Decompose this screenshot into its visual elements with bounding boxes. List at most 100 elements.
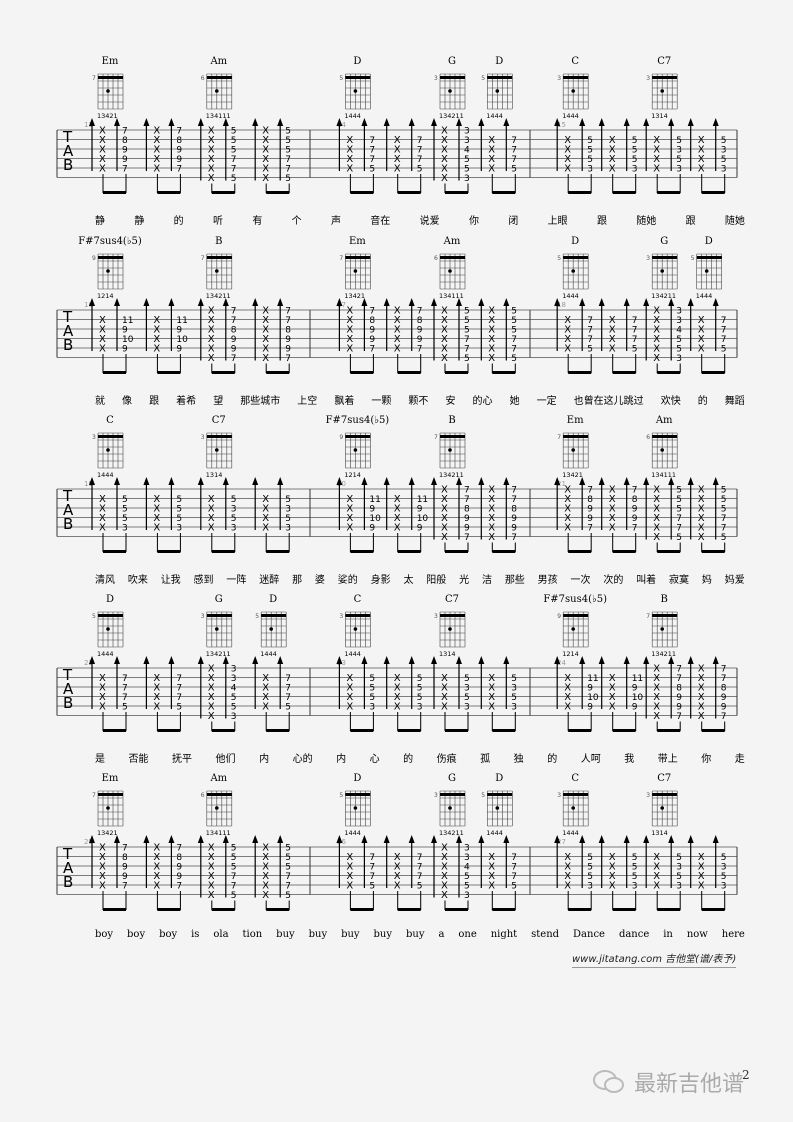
fret-number: 9 (122, 326, 128, 336)
lyric-word: tion (242, 929, 263, 940)
up-arrow-icon (408, 118, 415, 126)
muted-note: X (564, 702, 571, 713)
fret-number: 7 (417, 146, 423, 156)
muted-note: X (99, 154, 106, 165)
muted-note: X (394, 164, 401, 175)
chord-name: Em (349, 236, 366, 247)
diagram-fingering: 13421 (344, 292, 365, 300)
diagram-fret-number: 3 (646, 75, 650, 82)
fret-number: 7 (464, 533, 470, 543)
muted-note: X (346, 513, 353, 524)
beam-stem (567, 174, 592, 193)
muted-note: X (208, 334, 215, 345)
muted-note: X (564, 315, 571, 326)
fret-number: 9 (231, 345, 237, 355)
muted-note: X (609, 881, 616, 892)
up-arrow-icon (114, 835, 121, 843)
muted-note: X (441, 692, 448, 703)
fret-number: 5 (632, 863, 638, 873)
muted-note: X (441, 513, 448, 524)
fret-number: 9 (417, 335, 423, 345)
measure-number: 22 (84, 659, 93, 667)
fret-number: 7 (231, 165, 237, 175)
muted-note: X (653, 664, 660, 675)
tab-system: T A B 19 X 5 X 5 X 5 X 3 C 3 1444 X 5 X 5 X 5 X 3 X 5 X 3 X 5 X 3 C7 3 13… (0, 411, 793, 591)
fret-number: 5 (676, 872, 682, 882)
muted-note: X (394, 135, 401, 146)
diagram-fingering: 1214 (97, 292, 114, 300)
tab-system: T A B 13 X 7 X 8 X 9 X 9 X 7 Em 7 13421 X 7 X 8 X 9 X 9 X 7 X 5 X 5 X 5 X… (0, 52, 793, 232)
chord-name: F#7sus4(♭5) (326, 415, 390, 426)
muted-note: X (441, 344, 448, 355)
measure-number: 21 (557, 480, 566, 488)
fret-number: 5 (285, 495, 291, 505)
muted-note: X (394, 306, 401, 317)
up-arrow-icon (623, 118, 630, 126)
fret-number: 5 (511, 307, 517, 317)
fret-number: 3 (721, 882, 727, 892)
fret-number: 4 (464, 146, 470, 156)
up-arrow-icon (168, 118, 175, 126)
muted-note: X (208, 683, 215, 694)
diagram-fret-number: 5 (557, 255, 561, 262)
up-arrow-icon (408, 656, 415, 664)
diagram-fret-number: 7 (92, 792, 96, 799)
fret-number: 9 (587, 505, 593, 515)
up-arrow-icon (478, 477, 485, 485)
fret-number: 3 (231, 674, 237, 684)
fret-number: 7 (285, 882, 291, 892)
beam-stem (701, 891, 726, 910)
tab-clef-letter: T (62, 308, 73, 326)
diagram-fingering: 13421 (97, 112, 118, 120)
fret-number: 3 (676, 354, 682, 364)
chord-diagram: 6 134111 (201, 73, 233, 120)
lyric-word: 他们 (215, 754, 236, 765)
fret-number: 3 (721, 863, 727, 873)
up-arrow-icon (623, 477, 630, 485)
fret-number: 7 (231, 155, 237, 165)
muted-note: X (262, 523, 269, 534)
diagram-fingering: 134211 (206, 292, 231, 300)
muted-note: X (698, 692, 705, 703)
fret-number: 5 (231, 146, 237, 156)
lyric-word: stend (531, 929, 560, 940)
up-arrow-icon (168, 298, 175, 306)
diagram-fret-number: 6 (201, 792, 205, 799)
fret-number: 5 (676, 155, 682, 165)
diagram-fret-number: 3 (557, 792, 561, 799)
muted-note: X (394, 494, 401, 505)
muted-note: X (262, 890, 269, 901)
chord-diagram: 5 1444 (339, 790, 371, 837)
muted-note: X (698, 523, 705, 534)
fret-number: 3 (464, 853, 470, 863)
muted-note: X (346, 494, 353, 505)
up-arrow-icon (197, 298, 204, 306)
muted-note: X (394, 325, 401, 336)
diagram-fingering: 1314 (439, 650, 456, 658)
fret-number: 7 (176, 165, 182, 175)
lyric-word: 说爱 (419, 216, 440, 227)
fret-number: 5 (676, 486, 682, 496)
fret-number: 9 (285, 335, 291, 345)
fret-number: 8 (369, 316, 375, 326)
up-arrow-icon (554, 656, 561, 664)
muted-note: X (698, 702, 705, 713)
beam-stem (656, 174, 681, 193)
up-arrow-icon (643, 477, 650, 485)
fret-number: 7 (417, 155, 423, 165)
up-arrow-icon (408, 298, 415, 306)
finger-dot (660, 448, 664, 452)
fret-number: 8 (176, 853, 182, 863)
fret-number: 5 (676, 136, 682, 146)
lyric-word: 洁 (481, 575, 492, 586)
muted-note: X (698, 871, 705, 882)
muted-note: X (99, 325, 106, 336)
up-arrow-icon (252, 477, 259, 485)
beam-stem (567, 712, 592, 731)
lyric-word: 人呵 (580, 754, 601, 765)
lyric-word: in (663, 929, 673, 940)
fret-number: 5 (464, 354, 470, 364)
muted-note: X (99, 315, 106, 326)
muted-note: X (394, 334, 401, 345)
